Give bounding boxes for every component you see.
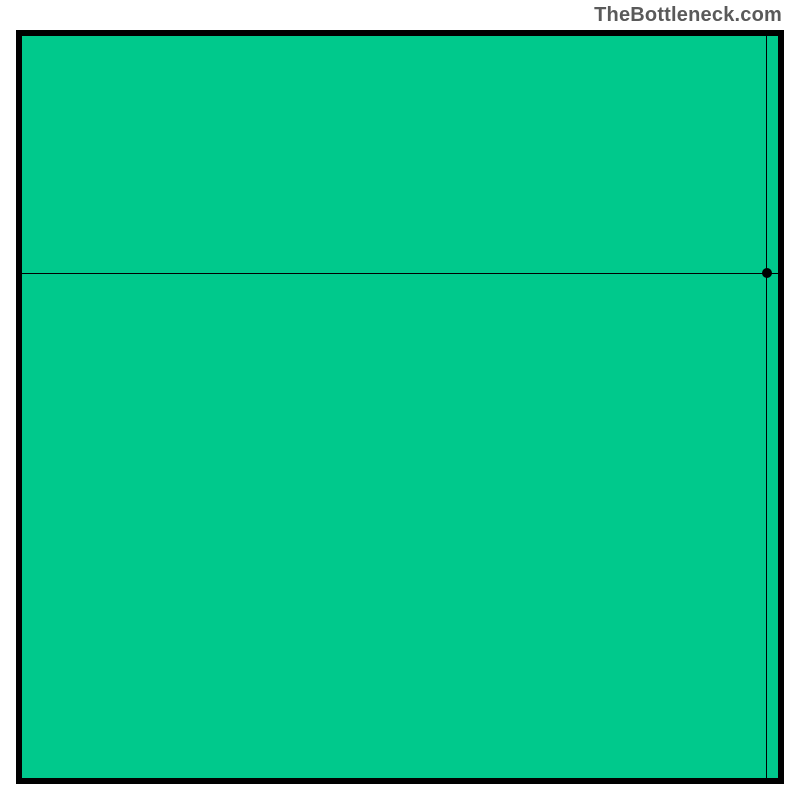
- crosshair-horizontal: [22, 273, 778, 275]
- plot-border-bottom: [16, 778, 784, 784]
- plot-border-left: [16, 30, 22, 784]
- plot-border-top: [16, 30, 784, 36]
- watermark-text: TheBottleneck.com: [594, 4, 782, 27]
- chart-container: TheBottleneck.com: [0, 0, 800, 800]
- plot-border-right: [778, 30, 784, 784]
- heatmap-canvas: [22, 36, 778, 778]
- crosshair-vertical: [766, 36, 768, 778]
